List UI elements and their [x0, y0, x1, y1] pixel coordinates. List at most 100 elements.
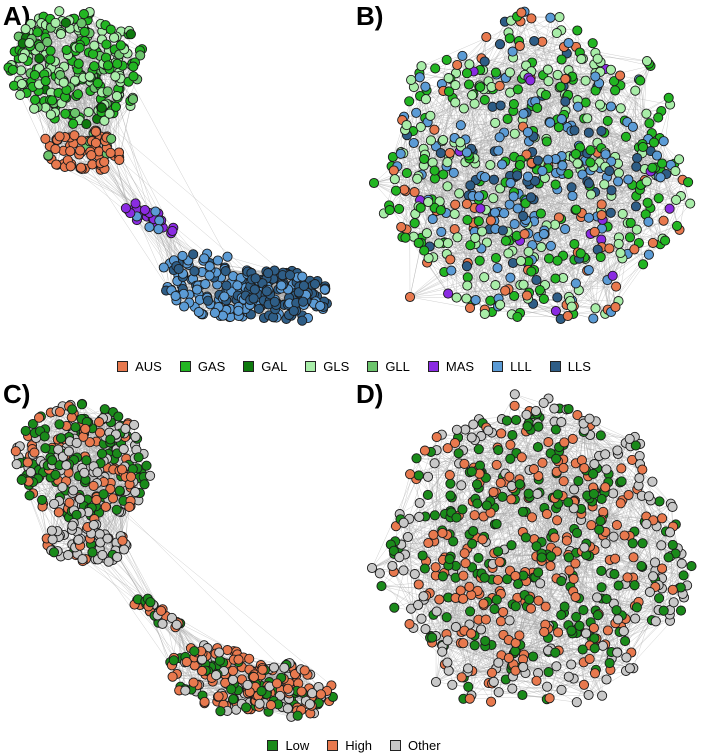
- network-node: [596, 565, 607, 576]
- network-node: [451, 424, 462, 435]
- network-node: [413, 237, 424, 249]
- legend-swatch: [427, 360, 439, 372]
- network-node: [221, 280, 232, 291]
- network-node: [600, 449, 611, 460]
- network-node: [92, 467, 103, 478]
- network-node: [516, 452, 527, 463]
- network-node: [509, 128, 520, 139]
- network-node: [54, 406, 65, 417]
- network-node: [594, 99, 606, 110]
- network-node: [552, 292, 563, 303]
- network-node: [50, 17, 61, 28]
- network-node: [429, 510, 440, 521]
- network-node: [479, 94, 490, 105]
- network-node: [197, 654, 208, 665]
- network-node: [415, 202, 426, 213]
- network-node: [461, 293, 472, 304]
- network-node: [20, 425, 31, 436]
- network-node: [544, 693, 555, 704]
- network-node: [535, 578, 546, 589]
- legend-label: GAL: [261, 358, 288, 374]
- network-node: [465, 240, 476, 251]
- network-node: [404, 619, 415, 630]
- network-node: [585, 189, 597, 200]
- network-node: [563, 37, 574, 49]
- network-node: [401, 120, 412, 131]
- network-node: [271, 678, 283, 689]
- network-node: [556, 576, 567, 587]
- network-node: [512, 84, 523, 95]
- network-node: [457, 504, 468, 515]
- network-node: [540, 601, 551, 612]
- network-node: [199, 253, 210, 264]
- network-node: [87, 547, 98, 558]
- network-node: [558, 476, 569, 487]
- network-node: [555, 81, 566, 92]
- network-node: [615, 103, 626, 114]
- network-node: [587, 38, 598, 49]
- network-node: [514, 159, 526, 171]
- legend-label: Other: [408, 737, 441, 753]
- legend-swatch: [367, 360, 379, 372]
- network-node: [284, 270, 296, 281]
- network-node: [128, 61, 139, 72]
- network-node: [636, 560, 647, 572]
- network-node: [200, 279, 211, 290]
- network-node: [114, 485, 125, 496]
- network-node: [578, 605, 589, 616]
- network-node: [374, 568, 385, 579]
- network-node: [63, 550, 74, 561]
- network-node: [491, 518, 502, 530]
- network-node: [476, 624, 487, 635]
- network-node: [583, 212, 594, 223]
- network-node: [444, 554, 455, 565]
- network-node: [556, 609, 567, 621]
- network-node: [99, 404, 110, 415]
- network-node: [578, 679, 590, 690]
- network-node: [130, 198, 141, 209]
- network-node: [481, 31, 492, 43]
- network-node: [141, 460, 152, 471]
- network-node: [442, 157, 453, 168]
- network-node: [620, 131, 632, 142]
- network-node: [443, 86, 455, 97]
- network-node: [612, 647, 623, 658]
- level-legend: Low High Other: [0, 736, 708, 754]
- network-node: [430, 676, 442, 688]
- network-node: [604, 243, 615, 254]
- network-node: [54, 419, 65, 430]
- network-node: [499, 208, 510, 219]
- network-node: [625, 217, 636, 228]
- network-node: [102, 86, 113, 97]
- network-node: [604, 658, 615, 669]
- network-node: [67, 520, 78, 531]
- network-node: [437, 527, 448, 539]
- network-node: [566, 301, 577, 312]
- network-node: [145, 470, 156, 481]
- network-node: [465, 606, 476, 617]
- network-node: [579, 463, 590, 474]
- network-node: [542, 64, 553, 75]
- network-node: [105, 24, 116, 35]
- network-node: [623, 489, 634, 501]
- network-node: [139, 204, 150, 216]
- network-node: [583, 178, 594, 189]
- panel-b-nodes: [368, 6, 696, 325]
- network-node: [556, 114, 567, 125]
- network-node: [153, 224, 164, 235]
- network-node: [566, 659, 577, 670]
- network-node: [570, 149, 581, 160]
- network-node: [563, 497, 574, 508]
- network-node: [110, 71, 121, 82]
- network-node: [608, 488, 619, 499]
- network-node: [486, 696, 497, 707]
- network-node: [64, 497, 75, 508]
- network-node: [611, 520, 622, 531]
- network-node: [463, 79, 475, 90]
- network-node: [630, 201, 642, 212]
- network-node: [531, 675, 542, 686]
- network-node: [597, 690, 608, 701]
- network-node: [521, 409, 532, 420]
- network-node: [167, 225, 178, 237]
- network-node: [507, 430, 518, 441]
